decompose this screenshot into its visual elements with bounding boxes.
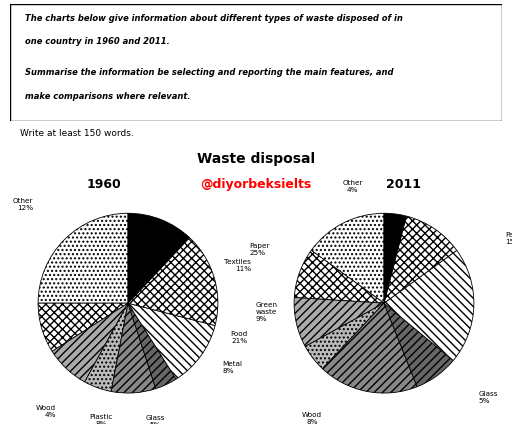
Text: Wood
4%: Wood 4% xyxy=(36,404,56,418)
Text: make comparisons where relevant.: make comparisons where relevant. xyxy=(25,92,190,100)
Text: Write at least 150 words.: Write at least 150 words. xyxy=(20,129,134,139)
Text: Waste disposal: Waste disposal xyxy=(197,151,315,166)
Wedge shape xyxy=(128,303,176,389)
Text: Green
waste
9%: Green waste 9% xyxy=(255,302,278,322)
Wedge shape xyxy=(311,213,384,303)
Text: 2011: 2011 xyxy=(386,178,421,190)
Text: Paper
25%: Paper 25% xyxy=(249,243,270,256)
Wedge shape xyxy=(52,303,128,382)
Wedge shape xyxy=(84,303,128,391)
Wedge shape xyxy=(384,216,457,303)
Text: Textiles
11%: Textiles 11% xyxy=(224,259,251,272)
Wedge shape xyxy=(38,303,128,351)
Wedge shape xyxy=(294,250,384,303)
Text: Glass
5%: Glass 5% xyxy=(145,416,165,424)
Text: Wood
8%: Wood 8% xyxy=(302,412,322,424)
Wedge shape xyxy=(128,303,215,379)
Wedge shape xyxy=(384,303,453,387)
Wedge shape xyxy=(294,298,384,346)
Text: Glass
5%: Glass 5% xyxy=(478,391,498,404)
Text: Plastic
8%: Plastic 8% xyxy=(90,413,113,424)
Wedge shape xyxy=(38,213,128,303)
Wedge shape xyxy=(128,213,189,303)
Text: Metal
8%: Metal 8% xyxy=(222,361,242,374)
Text: one country in 1960 and 2011.: one country in 1960 and 2011. xyxy=(25,37,170,46)
Text: @diyorbeksielts: @diyorbeksielts xyxy=(200,178,312,190)
Wedge shape xyxy=(111,303,156,393)
Text: Summarise the information be selecting and reporting the main features, and: Summarise the information be selecting a… xyxy=(25,68,394,77)
Wedge shape xyxy=(128,237,218,326)
Wedge shape xyxy=(305,303,384,369)
Wedge shape xyxy=(384,213,407,303)
FancyBboxPatch shape xyxy=(10,4,502,121)
Wedge shape xyxy=(384,250,474,360)
Text: Food
21%: Food 21% xyxy=(230,331,247,344)
Text: Other
4%: Other 4% xyxy=(343,180,363,193)
Text: Other
12%: Other 12% xyxy=(13,198,34,211)
Text: Paper
15%: Paper 15% xyxy=(505,232,512,245)
Text: 1960: 1960 xyxy=(86,178,121,190)
Text: The charts below give information about different types of waste disposed of in: The charts below give information about … xyxy=(25,14,403,22)
Wedge shape xyxy=(323,303,417,393)
